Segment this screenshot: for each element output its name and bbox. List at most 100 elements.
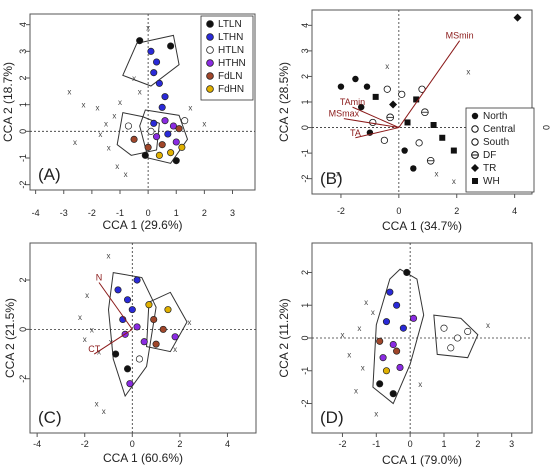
data-point — [450, 147, 457, 154]
data-point — [140, 338, 148, 346]
legend-label: HTHN — [218, 58, 246, 69]
legend-marker — [206, 20, 214, 28]
data-point — [133, 323, 141, 331]
right-axis-label: 0 — [541, 125, 550, 130]
data-point — [158, 103, 166, 111]
plot-frame — [29, 242, 257, 434]
data-point — [155, 79, 163, 87]
cross-marker: x — [90, 325, 94, 334]
x-tick-label: 2 — [454, 206, 459, 216]
data-point — [133, 276, 141, 284]
cross-marker: x — [107, 251, 111, 260]
x-tick-label: 4 — [225, 439, 230, 449]
data-point — [181, 117, 189, 125]
data-point — [124, 122, 132, 130]
data-point — [415, 139, 423, 147]
y-tick-label: 2 — [18, 278, 28, 283]
cross-marker: x — [371, 308, 375, 317]
x-tick-label: 2 — [475, 439, 480, 449]
legend-label: LTHN — [218, 32, 243, 43]
data-point — [358, 103, 365, 111]
x-tick-label: 3 — [230, 208, 235, 218]
biplot-arrow-label: TAmin — [340, 97, 365, 107]
legend-marker — [206, 85, 214, 93]
legend-label: LTLN — [218, 19, 242, 30]
data-point — [440, 324, 448, 332]
legend-label: FdLN — [218, 71, 242, 82]
panel-label: (D) — [320, 408, 344, 427]
y-tick-label: 2 — [300, 270, 310, 275]
hull-polygon — [433, 314, 479, 359]
biplot-arrow-label: CT — [88, 344, 100, 354]
data-point — [130, 135, 138, 143]
legend-marker — [471, 164, 479, 172]
cross-marker: x — [67, 87, 71, 96]
biplot-arrow — [93, 328, 133, 355]
biplot-arrow — [343, 118, 399, 129]
y-tick-label: 1 — [300, 99, 310, 104]
cross-marker: x — [83, 335, 87, 344]
cross-marker: x — [132, 74, 136, 83]
cross-marker: x — [81, 101, 85, 110]
y-tick-label: 0 — [300, 335, 310, 340]
data-point — [135, 355, 143, 363]
panel-label: (B) — [320, 169, 343, 188]
legend-label: TR — [483, 163, 496, 174]
x-tick-label: 0 — [408, 439, 413, 449]
y-tick-label: 0 — [300, 125, 310, 130]
data-point — [144, 143, 152, 151]
data-point — [112, 350, 120, 358]
data-point — [383, 85, 391, 93]
y-tick-label: -1 — [300, 367, 310, 375]
cross-marker: x — [374, 409, 378, 418]
x-axis-label: CCA 1 (79.0%) — [382, 453, 462, 467]
cross-marker: x — [146, 23, 150, 32]
data-point — [136, 37, 144, 45]
x-tick-label: 2 — [202, 208, 207, 218]
y-tick-label: -1 — [18, 154, 28, 162]
cross-marker: x — [173, 345, 177, 354]
x-axis-label: CCA 1 (60.6%) — [103, 451, 183, 465]
data-point — [150, 315, 158, 324]
x-tick-label: -2 — [88, 208, 96, 218]
data-point — [161, 117, 169, 125]
hull-polygon — [108, 272, 157, 398]
data-point — [172, 138, 180, 146]
data-point — [164, 130, 172, 138]
cross-marker: x — [347, 350, 351, 359]
x-tick-label: 0 — [146, 208, 151, 218]
data-point — [447, 344, 455, 352]
x-axis-label: CCA 1 (29.6%) — [102, 218, 182, 232]
data-point — [337, 83, 345, 90]
cross-marker: x — [138, 87, 142, 96]
cross-marker: x — [452, 177, 456, 186]
legend-label: WH — [483, 176, 500, 187]
biplot-arrow — [98, 282, 133, 330]
data-point — [389, 390, 397, 398]
hull-polygon — [122, 34, 180, 87]
panel-1: -4 -3 -2 -1 0 1 2 3 -2 -1 0 1 2 3 4 CCA 1 (29.6%) CCA 2 … — [1, 13, 256, 232]
cross-marker: x — [361, 363, 365, 372]
x-tick-label: -1 — [372, 439, 380, 449]
data-point — [171, 333, 179, 341]
data-point — [123, 296, 132, 304]
cross-marker: x — [102, 407, 106, 416]
data-point — [155, 151, 163, 159]
data-point — [147, 127, 155, 135]
data-point — [389, 341, 397, 349]
y-axis-label: CCA 2 (18.7%) — [1, 62, 15, 142]
cross-marker: x — [109, 338, 113, 347]
legend-marker — [471, 125, 479, 133]
data-point — [386, 288, 394, 296]
cross-marker: x — [364, 298, 368, 307]
data-point — [178, 143, 186, 151]
x-tick-label: 1 — [441, 439, 446, 449]
data-point — [389, 100, 398, 109]
legend-label: South — [483, 137, 509, 148]
data-point — [153, 133, 161, 141]
legend-marker — [206, 46, 214, 54]
legend-label: FdHN — [218, 84, 244, 95]
biplot-arrow — [355, 127, 399, 139]
legend-marker — [471, 112, 479, 120]
x-tick-label: 2 — [177, 439, 182, 449]
